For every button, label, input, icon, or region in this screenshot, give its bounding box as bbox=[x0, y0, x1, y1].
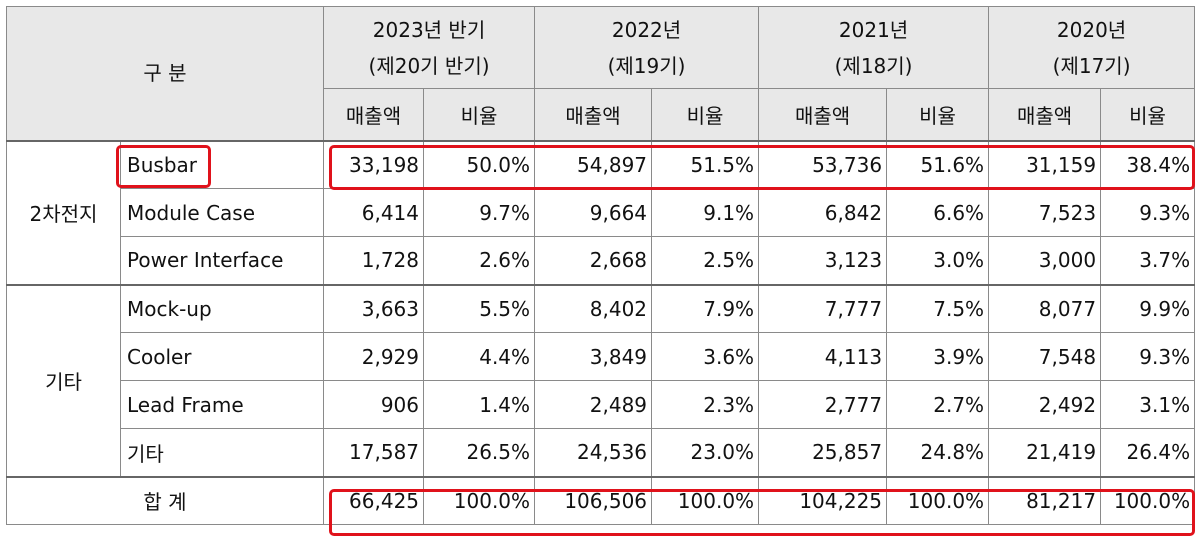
ratio-value: 51.5% bbox=[651, 139, 760, 189]
category-header: 구 분 bbox=[5, 6, 325, 141]
sales-subheader: 매출액 bbox=[534, 88, 653, 141]
table-row: Cooler 2,929 4.4% 3,849 3.6% 4,113 3.9% 7,548 9.… bbox=[7, 332, 1196, 381]
sales-value: 33,198 bbox=[323, 139, 425, 189]
ratio-value: 26.4% bbox=[1100, 428, 1196, 477]
sales-subheader: 매출액 bbox=[988, 88, 1102, 141]
ratio-value: 7.9% bbox=[651, 283, 760, 333]
ratio-value: 2.6% bbox=[423, 236, 536, 285]
item-label: Module Case bbox=[119, 188, 325, 237]
ratio-value: 2.7% bbox=[886, 380, 990, 429]
table-row: 기타 17,587 26.5% 24,536 23.0% 25,857 24.8% 21,41… bbox=[7, 428, 1196, 477]
sales-value: 21,419 bbox=[988, 428, 1102, 477]
total-ratio-value: 100.0% bbox=[886, 475, 990, 525]
ratio-value: 3.6% bbox=[651, 332, 760, 381]
total-ratio-value: 100.0% bbox=[423, 475, 536, 525]
sales-value: 2,777 bbox=[758, 380, 888, 429]
sales-value: 3,663 bbox=[323, 283, 425, 333]
sales-value: 53,736 bbox=[758, 139, 888, 189]
ratio-value: 9.7% bbox=[423, 188, 536, 237]
ratio-value: 2.5% bbox=[651, 236, 760, 285]
sales-value: 25,857 bbox=[758, 428, 888, 477]
sales-value: 7,548 bbox=[988, 332, 1102, 381]
sales-value: 31,159 bbox=[988, 139, 1102, 189]
period-header-2020: 2020년 (제17기) bbox=[988, 6, 1196, 89]
sales-value: 3,849 bbox=[534, 332, 653, 381]
ratio-value: 9.3% bbox=[1100, 188, 1196, 237]
table-row: Module Case 6,414 9.7% 9,664 9.1% 6,842 6.6% 7,… bbox=[7, 188, 1196, 237]
sales-value: 24,536 bbox=[534, 428, 653, 477]
ratio-subheader: 비율 bbox=[651, 88, 760, 141]
sales-table: 구 분 2023년 반기 (제20기 반기) 2022년 (제19기) 2021… bbox=[5, 6, 1196, 525]
sales-value: 2,668 bbox=[534, 236, 653, 285]
ratio-value: 23.0% bbox=[651, 428, 760, 477]
ratio-value: 24.8% bbox=[886, 428, 990, 477]
table-row: Lead Frame 906 1.4% 2,489 2.3% 2,777 2.7% 2,492… bbox=[7, 380, 1196, 429]
table-body: 2차전지 Busbar 33,198 50.0% 54,897 51.5% 53,736 51… bbox=[5, 139, 1196, 525]
total-ratio-value: 100.0% bbox=[1100, 475, 1196, 525]
ratio-value: 2.3% bbox=[651, 380, 760, 429]
total-sales-value: 104,225 bbox=[758, 475, 888, 525]
sales-value: 906 bbox=[323, 380, 425, 429]
ratio-subheader: 비율 bbox=[886, 88, 990, 141]
total-label: 합 계 bbox=[5, 475, 325, 525]
total-sales-value: 81,217 bbox=[988, 475, 1102, 525]
sales-value: 3,123 bbox=[758, 236, 888, 285]
item-label: Power Interface bbox=[119, 236, 325, 285]
sales-subheader: 매출액 bbox=[758, 88, 888, 141]
ratio-value: 26.5% bbox=[423, 428, 536, 477]
sales-value: 7,777 bbox=[758, 283, 888, 333]
ratio-value: 5.5% bbox=[423, 283, 536, 333]
period-header-2023: 2023년 반기 (제20기 반기) bbox=[323, 6, 536, 89]
ratio-subheader: 비율 bbox=[1100, 88, 1196, 141]
sales-value: 6,414 bbox=[323, 188, 425, 237]
total-sales-value: 66,425 bbox=[323, 475, 425, 525]
ratio-value: 3.7% bbox=[1100, 236, 1196, 285]
period-header-2021: 2021년 (제18기) bbox=[758, 6, 990, 89]
ratio-value: 51.6% bbox=[886, 139, 990, 189]
group-label: 기타 bbox=[6, 283, 121, 477]
total-sales-value: 106,506 bbox=[534, 475, 653, 525]
ratio-value: 7.5% bbox=[886, 283, 990, 333]
ratio-value: 4.4% bbox=[423, 332, 536, 381]
table-row: Power Interface 1,728 2.6% 2,668 2.5% 3,123 3.… bbox=[7, 236, 1196, 285]
sales-value: 9,664 bbox=[534, 188, 653, 237]
table-row: 기타 Mock-up 3,663 5.5% 8,402 7.9% 7,777 7.5% 8,07… bbox=[6, 283, 1196, 477]
period-header-2022: 2022년 (제19기) bbox=[534, 6, 760, 89]
sales-value: 2,492 bbox=[988, 380, 1102, 429]
sales-value: 3,000 bbox=[988, 236, 1102, 285]
ratio-value: 50.0% bbox=[423, 139, 536, 189]
item-label: Lead Frame bbox=[119, 380, 325, 429]
ratio-value: 3.0% bbox=[886, 236, 990, 285]
item-label: Cooler bbox=[119, 332, 325, 381]
sales-subheader: 매출액 bbox=[323, 88, 425, 141]
sales-value: 54,897 bbox=[534, 139, 653, 189]
sales-value: 2,489 bbox=[534, 380, 653, 429]
total-row: 합 계 66,425 100.0% 106,506 100.0% 104,225 100.0… bbox=[5, 475, 1196, 525]
item-label: Busbar bbox=[119, 139, 325, 189]
group-label: 2차전지 bbox=[6, 139, 121, 285]
ratio-value: 6.6% bbox=[886, 188, 990, 237]
item-label: Mock-up bbox=[119, 283, 325, 333]
ratio-value: 3.9% bbox=[886, 332, 990, 381]
table-row: 2차전지 Busbar 33,198 50.0% 54,897 51.5% 53,736 51… bbox=[6, 139, 1196, 285]
sales-value: 6,842 bbox=[758, 188, 888, 237]
sales-value: 8,077 bbox=[988, 283, 1102, 333]
total-ratio-value: 100.0% bbox=[651, 475, 760, 525]
ratio-subheader: 비율 bbox=[423, 88, 536, 141]
ratio-value: 9.9% bbox=[1100, 283, 1196, 333]
sales-value: 1,728 bbox=[323, 236, 425, 285]
ratio-value: 38.4% bbox=[1100, 139, 1196, 189]
item-label: 기타 bbox=[119, 428, 325, 477]
ratio-value: 9.3% bbox=[1100, 332, 1196, 381]
ratio-value: 9.1% bbox=[651, 188, 760, 237]
sales-value: 7,523 bbox=[988, 188, 1102, 237]
sales-value: 2,929 bbox=[323, 332, 425, 381]
ratio-value: 1.4% bbox=[423, 380, 536, 429]
sales-value: 17,587 bbox=[323, 428, 425, 477]
ratio-value: 3.1% bbox=[1100, 380, 1196, 429]
sales-value: 8,402 bbox=[534, 283, 653, 333]
sales-value: 4,113 bbox=[758, 332, 888, 381]
